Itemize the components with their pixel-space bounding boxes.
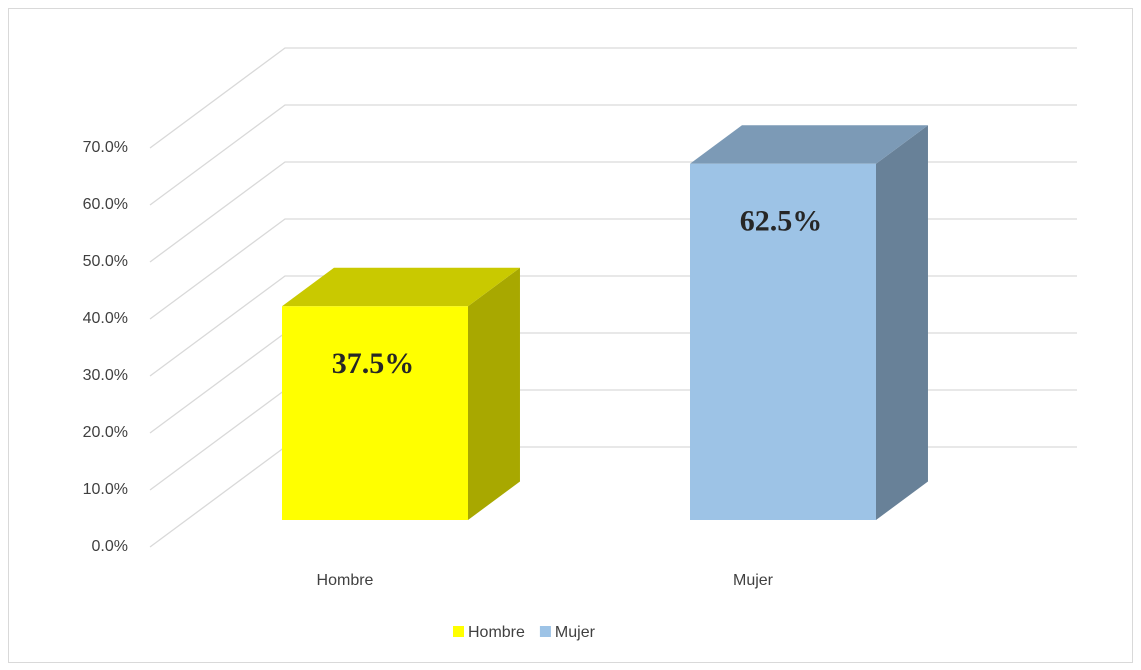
y-tick-label: 20.0% <box>83 424 128 441</box>
grid-line <box>149 47 1077 149</box>
y-tick-label: 60.0% <box>83 196 128 213</box>
legend-label: Mujer <box>555 624 596 641</box>
data-label: 37.5% <box>332 347 415 380</box>
bar-side <box>876 125 928 520</box>
grid-line <box>149 104 1077 206</box>
chart-frame <box>8 8 1133 663</box>
y-tick-label: 0.0% <box>92 538 128 555</box>
y-tick-label: 50.0% <box>83 253 128 270</box>
legend-swatch <box>453 626 464 637</box>
y-tick-label: 10.0% <box>83 481 128 498</box>
legend-swatch <box>539 626 551 637</box>
bar-top <box>690 125 928 164</box>
bar <box>282 306 468 520</box>
y-tick-label: 70.0% <box>83 139 128 156</box>
data-label: 62.5% <box>740 205 823 238</box>
y-tick-label: 30.0% <box>83 367 128 384</box>
legend-label: Hombre <box>468 624 525 641</box>
bar-top <box>282 267 520 307</box>
x-tick-label: Hombre <box>317 572 374 589</box>
x-tick-label: Mujer <box>733 572 774 589</box>
y-tick-label: 40.0% <box>83 310 128 327</box>
bar <box>690 163 876 520</box>
bar-side <box>468 267 520 520</box>
